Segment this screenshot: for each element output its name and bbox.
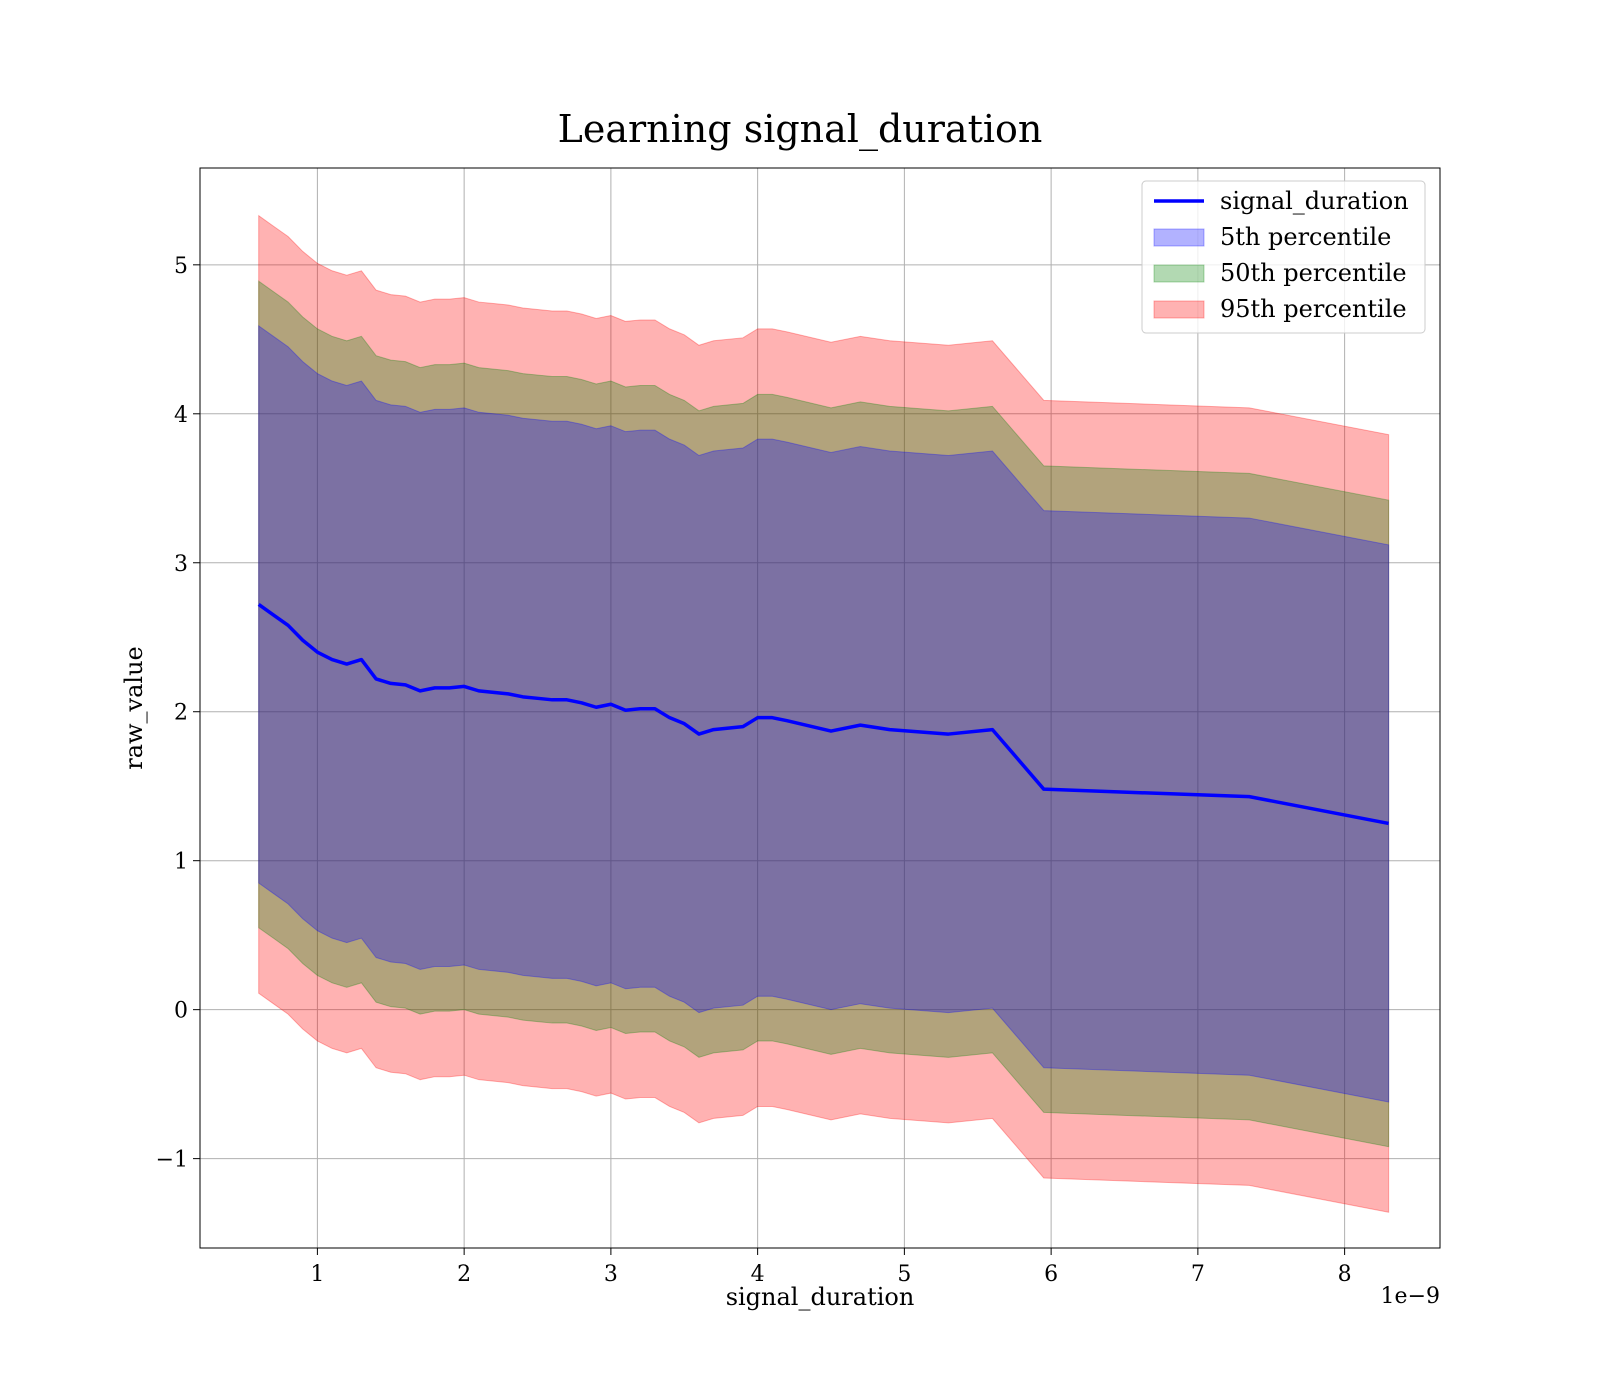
x-tick-label: 8 <box>1338 1262 1352 1287</box>
x-tick-label: 7 <box>1191 1262 1205 1287</box>
legend-swatch <box>1153 264 1205 283</box>
y-tick-label: 5 <box>174 254 188 279</box>
y-tick-label: −1 <box>156 1148 188 1173</box>
legend-label: signal_duration <box>1220 187 1409 215</box>
legend-swatch <box>1153 300 1205 319</box>
legend-label: 95th percentile <box>1220 295 1407 323</box>
legend-label: 50th percentile <box>1220 259 1407 287</box>
x-tick-label: 1 <box>310 1262 324 1287</box>
x-tick-label: 5 <box>897 1262 911 1287</box>
y-axis-ticks: −1 0 1 2 3 4 5 <box>156 254 200 1173</box>
x-axis-label: signal_duration <box>726 1283 915 1311</box>
plot-frame <box>199 167 1441 1249</box>
y-tick-label: 0 <box>174 999 188 1024</box>
x-tick-label: 6 <box>1044 1262 1058 1287</box>
grid <box>200 168 1440 1248</box>
chart-title: Learning signal_duration <box>558 107 1043 152</box>
y-tick-label: 1 <box>174 850 188 875</box>
band-5th-percentile <box>258 324 1390 1103</box>
band-50th-percentile <box>258 280 1390 1148</box>
x-tick-label: 2 <box>457 1262 471 1287</box>
legend: signal_duration 5th percentile 50th percen… <box>1141 180 1426 334</box>
x-tick-label: 3 <box>604 1262 618 1287</box>
x-tick-label: 4 <box>751 1262 765 1287</box>
legend-swatch <box>1153 228 1205 247</box>
series-lines <box>257 603 1389 826</box>
x-axis-ticks: 1 2 3 4 5 6 7 8 <box>310 1248 1352 1287</box>
y-tick-label: 2 <box>174 701 188 726</box>
y-tick-label: 4 <box>174 403 188 428</box>
series-line-signal_duration <box>257 603 1389 826</box>
legend-label: 5th percentile <box>1220 223 1391 251</box>
y-axis-label: raw_value <box>120 646 148 770</box>
x-axis-offset-label: 1e−9 <box>1381 1284 1440 1309</box>
band-95th-percentile <box>258 214 1390 1213</box>
y-tick-label: 3 <box>174 552 188 577</box>
percentile-bands <box>258 214 1390 1213</box>
legend-box <box>1141 180 1426 334</box>
